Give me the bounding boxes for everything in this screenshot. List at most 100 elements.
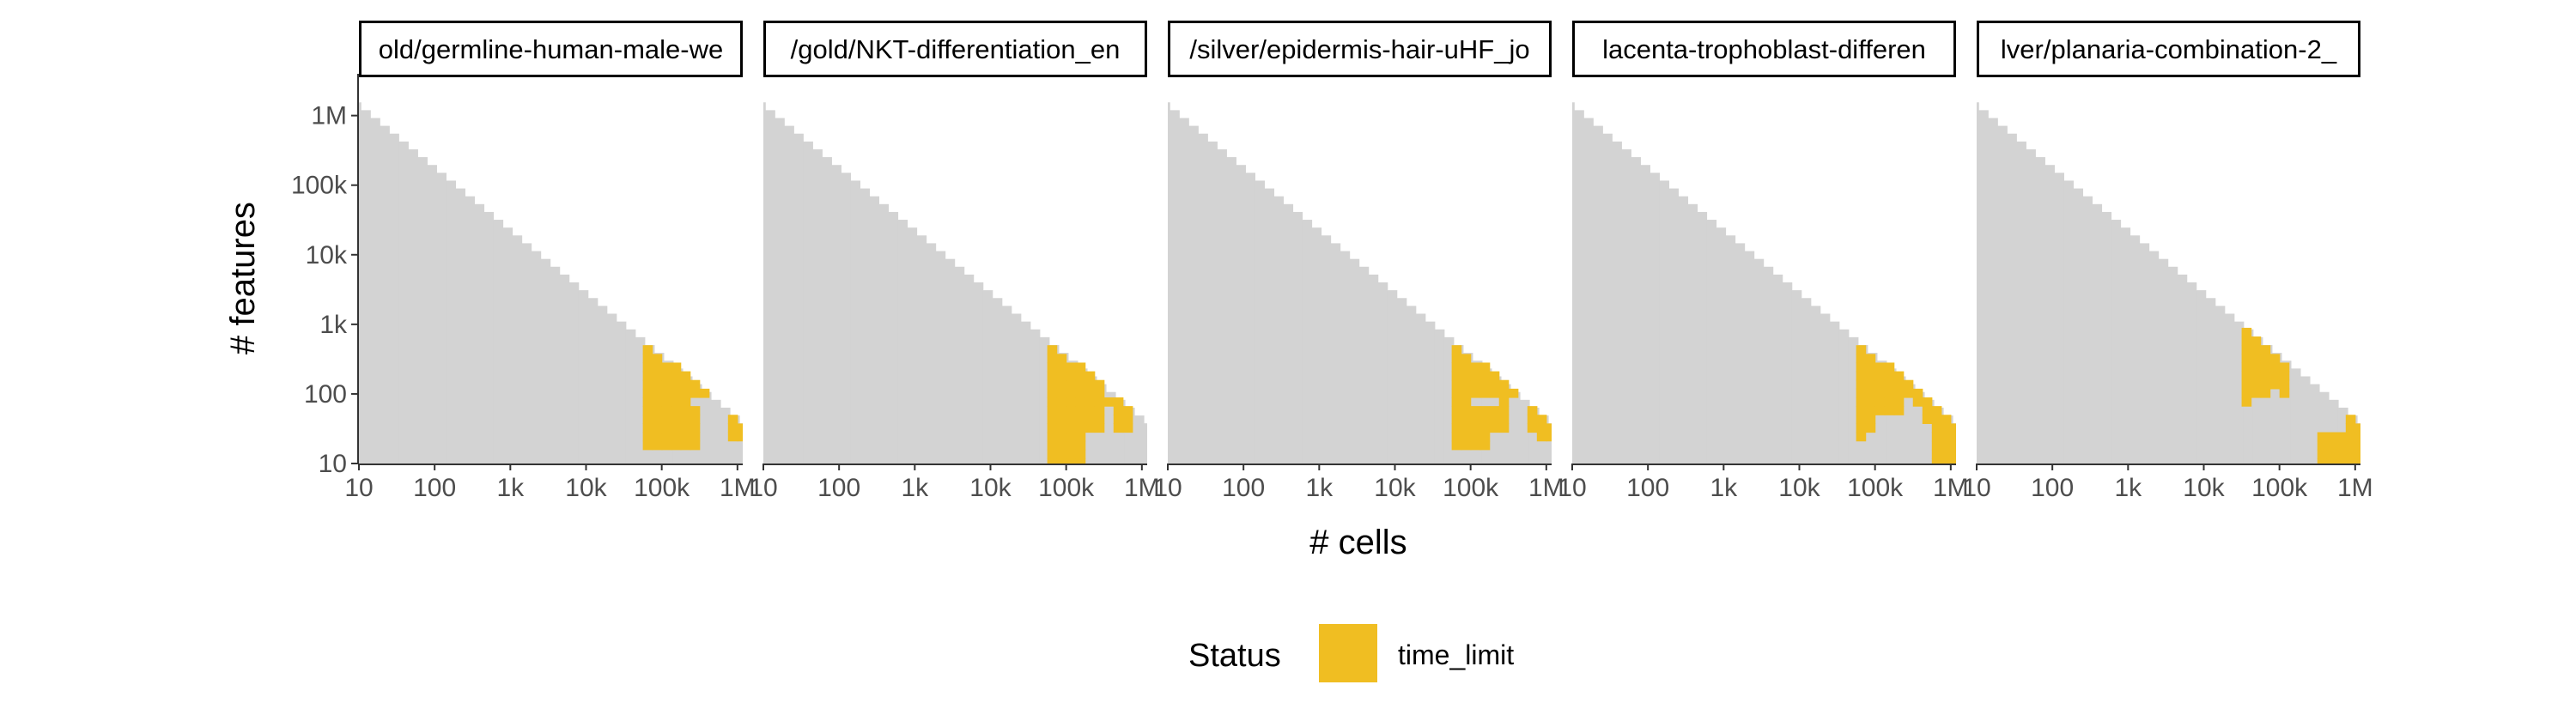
cell-column [1144,423,1147,464]
cell-column [1602,133,1613,464]
cell-time-limit [1047,371,1058,381]
cell-time-limit [1912,388,1923,398]
cell-time-limit [642,432,653,442]
cell-time-limit [2269,379,2281,390]
cell-time-limit [671,371,682,381]
cell-column [1659,180,1670,464]
cell-column [1236,165,1246,464]
x-axis: 10 100 1k 10k 100k 1M [1558,464,1969,502]
cell-column [370,118,380,464]
cell-time-limit [1451,379,1462,390]
cell-time-limit [1470,406,1481,415]
cell-column [436,173,447,464]
cell-column [1753,258,1765,464]
cell-column [1791,290,1802,464]
cell-column [1377,282,1388,464]
cell-time-limit [1856,397,1867,407]
cell-time-limit [1075,449,1086,459]
cell-time-limit [737,432,743,442]
cell-time-limit [642,440,653,451]
cell-column [1340,251,1351,464]
cell-time-limit [661,406,672,415]
cell-time-limit [642,388,653,398]
cell-time-limit [680,415,691,424]
cell-column [1264,188,1275,464]
cell-time-limit [1461,362,1472,373]
cell-time-limit [642,415,653,424]
cell-column [2120,227,2131,464]
cell-time-limit [1498,379,1510,390]
cell-time-limit [1047,432,1058,442]
cell-time-limit [1903,379,1914,390]
cell-time-limit [2260,379,2271,390]
cell-time-limit [1479,432,1491,442]
cell-time-limit [2354,423,2360,433]
x-tick-label: 10k [1778,474,1820,502]
cell-time-limit [1075,440,1086,451]
cell-time-limit [2260,371,2271,381]
x-tick-label: 10k [1374,474,1416,502]
cell-time-limit [1489,371,1500,381]
x-tick-label: 10k [2183,474,2225,502]
cell-column [860,188,871,464]
cell-time-limit [1451,388,1462,398]
cell-time-limit [1056,406,1067,415]
cell-time-limit [1931,432,1942,442]
cell-time-limit [652,379,663,390]
cell-time-limit [1874,362,1886,373]
cell-time-limit [671,397,682,407]
cell-time-limit [1874,406,1886,415]
facet-strip [1572,21,1956,77]
cell-column [1011,313,1022,464]
cell-column [408,148,418,464]
cell-column [2026,148,2036,464]
cell-time-limit [2345,423,2356,433]
cell-column [1706,220,1717,464]
cell-time-limit [2251,362,2262,373]
y-tick-label: 100k [291,172,348,200]
cell-time-limit [1856,371,1867,381]
cell-column [2177,274,2188,464]
cell-column [2044,165,2055,464]
cell-time-limit [680,371,691,381]
cell-time-limit [1056,440,1067,451]
cell-time-limit [1461,406,1472,415]
cell-time-limit [1056,432,1067,442]
cell-time-limit [2279,388,2290,398]
cell-time-limit [642,345,653,354]
cell-column [1283,203,1294,464]
cell-time-limit [1066,397,1077,407]
cell-time-limit [1941,415,1952,424]
facet-strip [763,21,1147,77]
cell-time-limit [1893,397,1905,407]
heatmap-cells [359,102,743,464]
cell-column [2007,133,2017,464]
cell-time-limit [652,440,663,451]
x-tick-label: 100 [413,474,456,502]
cell-time-limit [1066,388,1077,398]
cell-column [701,391,712,464]
cell-time-limit [680,388,691,398]
cell-time-limit [1479,371,1491,381]
cell-time-limit [1461,379,1472,390]
cell-column [1302,220,1313,464]
cell-column [1848,336,1859,464]
x-tick-label: 10 [1962,474,1990,502]
cell-time-limit [1075,423,1086,433]
cell-time-limit [1113,397,1124,407]
cell-time-limit [1113,406,1124,415]
cell-time-limit [2326,449,2337,459]
cell-column [2271,353,2282,464]
cell-time-limit [1470,432,1481,442]
cell-column [1368,274,1379,464]
x-tick-label: 1M [720,474,756,502]
cell-time-limit [1470,440,1481,451]
cell-time-limit [2241,336,2252,346]
cell-column [1988,118,1998,464]
cell-column [2111,220,2122,464]
cell-column [1735,243,1746,464]
cell-column [2205,298,2216,464]
cell-column [2158,258,2169,464]
cell-time-limit [690,432,701,442]
